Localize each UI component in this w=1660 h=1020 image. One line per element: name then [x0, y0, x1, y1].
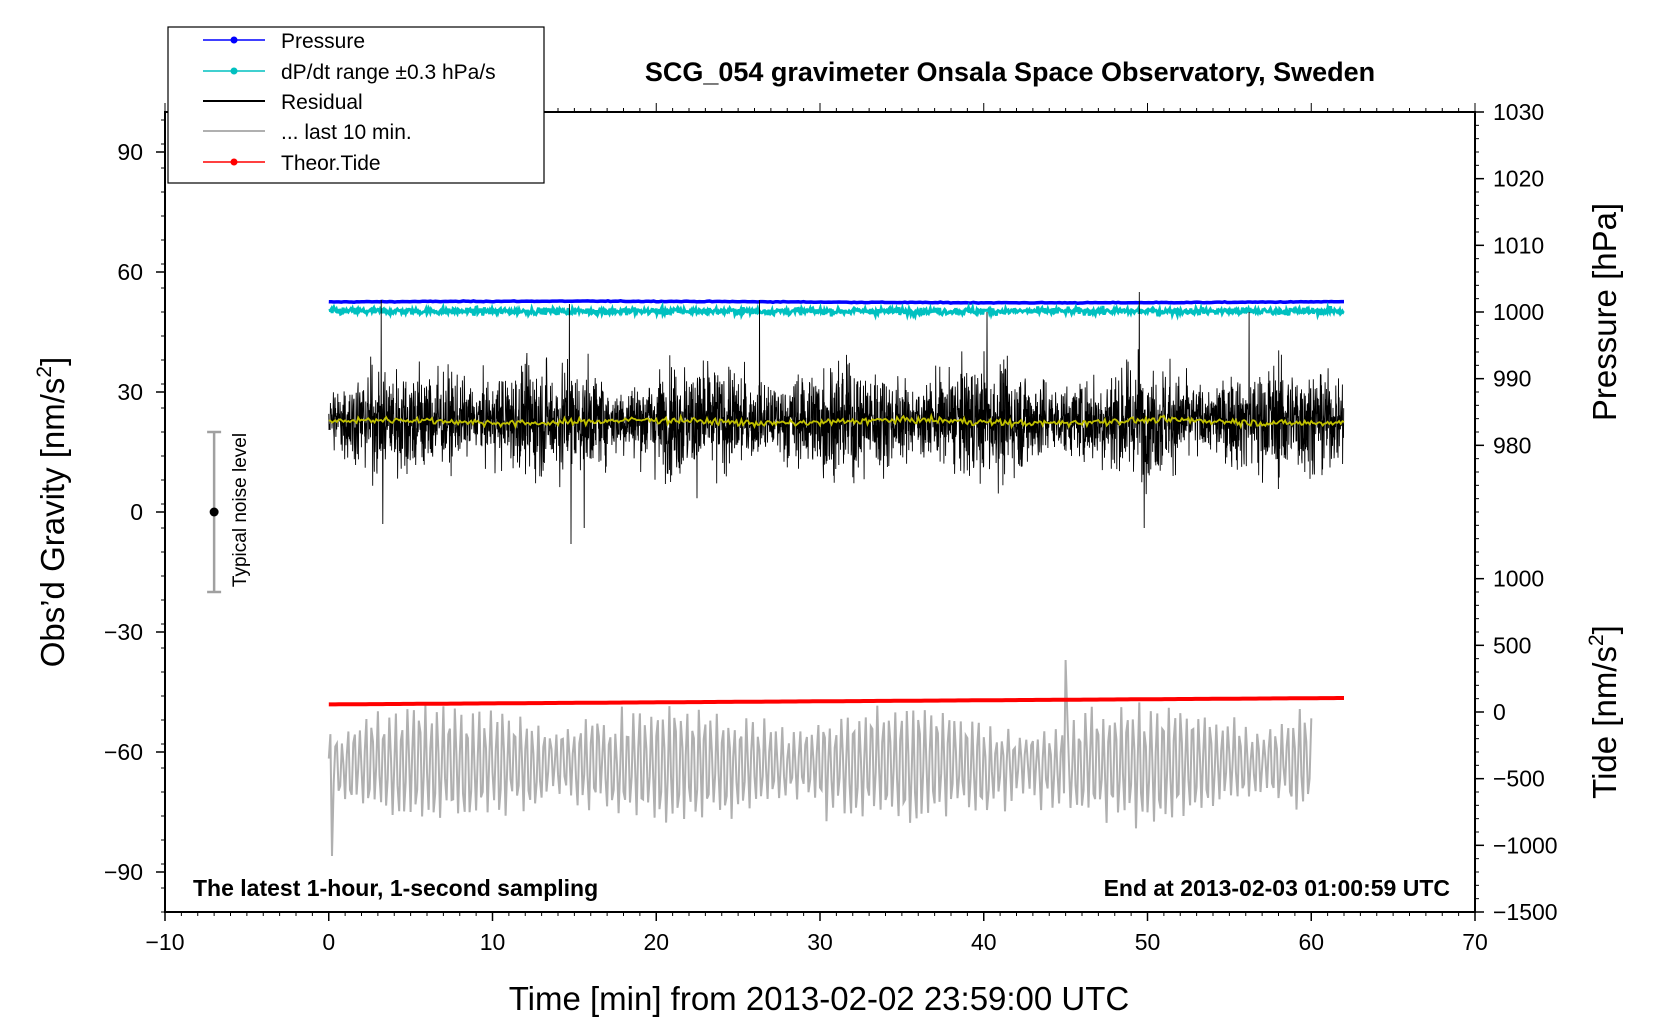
legend-box — [167, 26, 545, 184]
left-tick-label: 30 — [117, 379, 143, 405]
left-tick-label: 60 — [117, 259, 143, 285]
left-axis-title-main: Obs’d Gravity [nm/s — [34, 378, 71, 668]
pressure-axis-title: Pressure [hPa] — [1586, 203, 1623, 421]
left-axis-title: Obs’d Gravity [nm/s2] — [33, 357, 71, 668]
tide-axis-title-main: Tide [nm/s — [1586, 646, 1623, 799]
x-tick-label: 30 — [807, 929, 833, 955]
legend: Pressure dP/dt range ±0.3 hPa/s Residual… — [167, 26, 545, 184]
left-tick-label: 90 — [117, 139, 143, 165]
legend-marker-dpdt — [230, 67, 238, 75]
legend-marker-pressure — [230, 36, 238, 44]
x-tick-label: 40 — [971, 929, 997, 955]
left-tick-label: 0 — [130, 499, 143, 525]
noise-bar-center — [209, 507, 219, 517]
tide-axis-title: Tide [nm/s2] — [1585, 625, 1623, 799]
tide-tick-label: 500 — [1493, 632, 1531, 658]
left-tick-label: −60 — [104, 739, 143, 765]
left-tick-label: −90 — [104, 859, 143, 885]
series-dpdt — [328, 301, 1345, 321]
legend-label-pressure: Pressure — [281, 30, 365, 53]
pressure-tick-label: 990 — [1493, 366, 1531, 392]
legend-marker-tide — [230, 158, 238, 166]
legend-label-tide: Theor.Tide — [281, 152, 381, 175]
left-axis-title-end: ] — [34, 357, 71, 366]
tide-tick-label: −500 — [1493, 766, 1545, 792]
x-tick-label: 70 — [1462, 929, 1488, 955]
tide-axis-title-sup: 2 — [1585, 634, 1608, 646]
ticks-layer: −10 0 10 20 30 40 50 60 709060300−30−60−90103010… — [104, 99, 1558, 955]
noise-level-label: Typical noise level — [230, 433, 251, 587]
legend-label-residual: Residual — [281, 91, 363, 114]
pressure-tick-label: 980 — [1493, 432, 1531, 458]
x-tick-label: 60 — [1298, 929, 1324, 955]
annotation-bottom-left: The latest 1-hour, 1-second sampling — [193, 875, 598, 901]
tide-tick-label: 0 — [1493, 699, 1506, 725]
pressure-tick-label: 1000 — [1493, 299, 1544, 325]
tide-axis-title-end: ] — [1586, 625, 1623, 634]
tide-tick-label: −1000 — [1493, 832, 1558, 858]
pressure-tick-label: 1010 — [1493, 232, 1544, 258]
left-axis-title-sup: 2 — [33, 366, 56, 378]
x-tick-label: −10 — [145, 929, 184, 955]
legend-label-dpdt: dP/dt range ±0.3 hPa/s — [281, 61, 496, 84]
pressure-tick-label: 1030 — [1493, 99, 1544, 125]
noise-bar — [207, 430, 222, 594]
series-layer — [327, 291, 1345, 857]
x-tick-label: 0 — [322, 929, 335, 955]
series-residual-smoothed — [328, 412, 1345, 430]
x-tick-label: 50 — [1135, 929, 1161, 955]
series-last-10-min — [327, 659, 1313, 857]
legend-item-dpdt: dP/dt range ±0.3 hPa/s — [203, 61, 496, 84]
legend-item-residual: Residual — [203, 91, 363, 114]
legend-label-last10: ... last 10 min. — [281, 121, 412, 144]
x-tick-label: 20 — [643, 929, 669, 955]
legend-item-pressure: Pressure — [203, 30, 365, 53]
left-tick-label: −30 — [104, 619, 143, 645]
x-axis-title: Time [min] from 2013-02-02 23:59:00 UTC — [509, 980, 1130, 1017]
x-tick-label: 10 — [480, 929, 506, 955]
series-pressure — [328, 298, 1344, 305]
pressure-tick-label: 1020 — [1493, 166, 1544, 192]
legend-item-last10: ... last 10 min. — [203, 121, 412, 144]
chart-title: SCG_054 gravimeter Onsala Space Observat… — [645, 57, 1375, 87]
series-theor-tide — [328, 696, 1344, 707]
tide-tick-label: −1500 — [1493, 899, 1558, 925]
legend-item-tide: Theor.Tide — [203, 152, 381, 175]
annotation-bottom-right: End at 2013-02-03 01:00:59 UTC — [1104, 875, 1450, 901]
tide-tick-label: 1000 — [1493, 566, 1544, 592]
